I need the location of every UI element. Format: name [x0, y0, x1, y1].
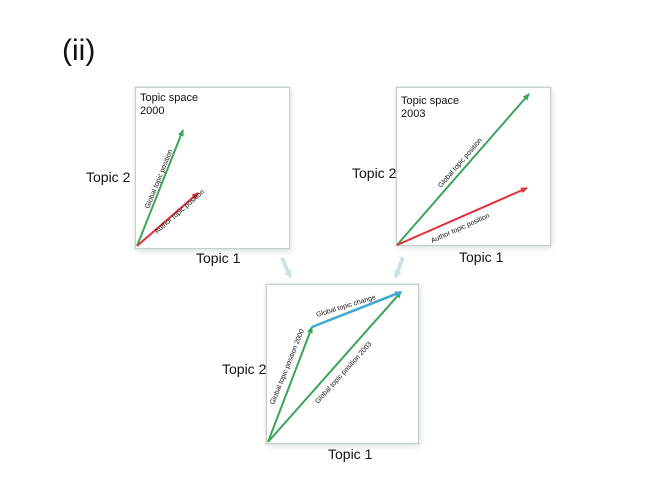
global-topic-position-arrow-2003: [396, 93, 530, 246]
global-topic-position-2003-label: Global topic position 2003: [314, 341, 373, 406]
topic-space-2003-box: [396, 87, 551, 246]
connector-arrow-left: [280, 257, 292, 279]
topic-space-2003-x-axis-label: Topic 1: [459, 249, 504, 265]
global-topic-position-label-2003: Global topic position: [437, 137, 484, 189]
global-topic-position-2003-arrow: [267, 291, 402, 443]
topic-change-x-axis-label: Topic 1: [328, 446, 373, 462]
global-topic-change-label: Global topic change: [316, 294, 377, 319]
global-topic-position-label-2000: Global topic position: [144, 149, 174, 210]
author-topic-position-arrow-2003: [396, 187, 528, 246]
topic-space-2003-title: Topic space 2003: [401, 95, 459, 121]
topic-space-2000-title: Topic space 2000: [140, 92, 198, 118]
topic-space-2003-title-year: 2003: [401, 108, 426, 120]
topic-space-2000-title-line1: Topic space: [140, 92, 199, 104]
topic-space-2000-title-year: 2000: [140, 105, 165, 117]
topic-space-2003-title-line1: Topic space: [401, 95, 460, 107]
panel-label: (ii): [62, 34, 96, 67]
global-topic-change-arrow: [311, 290, 402, 329]
author-topic-position-arrow-2000: [136, 192, 199, 247]
topic-change-box: [266, 284, 419, 444]
topic-space-2000-x-axis-label: Topic 1: [196, 250, 241, 266]
topic-change-y-axis-label: Topic 2: [222, 361, 267, 377]
global-topic-position-2000-label: Global topic position 2000: [269, 328, 306, 405]
topic-space-2000-y-axis-label: Topic 2: [86, 169, 131, 185]
global-topic-position-arrow-2000: [136, 129, 184, 247]
connector-arrow-right: [393, 256, 405, 279]
author-topic-position-label-2000: Author topic position: [154, 189, 207, 236]
topic-space-2000-box: [135, 87, 290, 249]
global-topic-position-2000-arrow: [267, 326, 313, 443]
topic-space-2003-y-axis-label: Topic 2: [352, 165, 397, 181]
